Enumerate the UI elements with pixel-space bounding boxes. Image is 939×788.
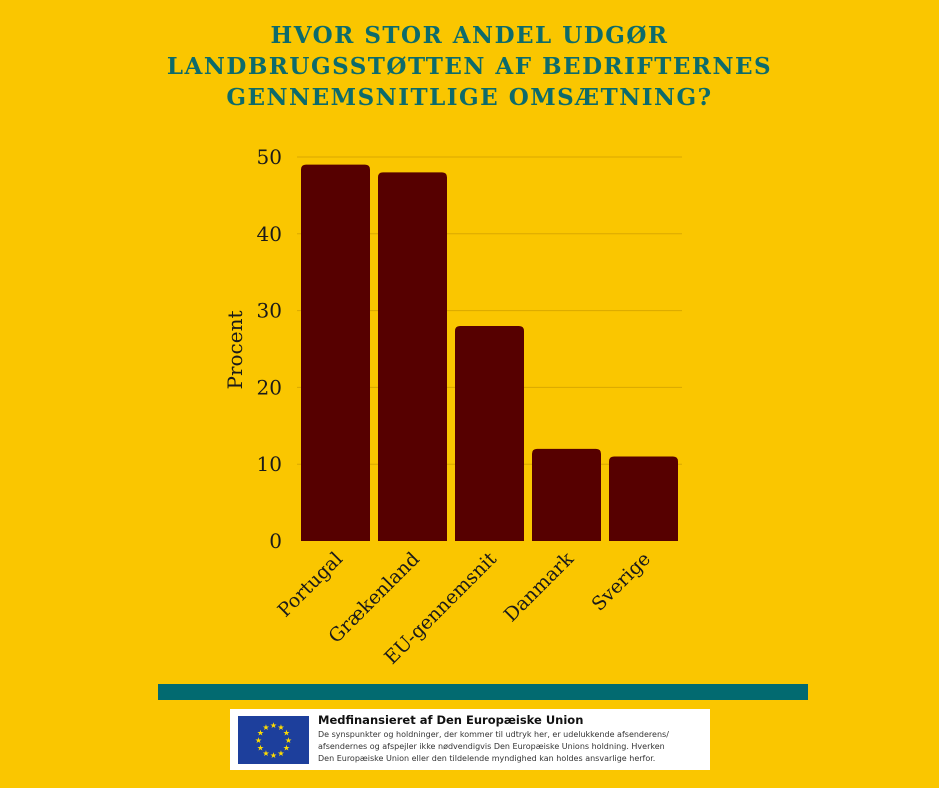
bar-sverige: [609, 456, 678, 541]
title-line: GENNEMSNITLIGE OMSÆTNING?: [226, 84, 713, 111]
y-tick-label: 10: [257, 452, 282, 476]
y-tick-label: 0: [269, 529, 282, 553]
star-icon: ★: [283, 744, 290, 753]
bar-eu-gennemsnit: [455, 325, 524, 541]
y-tick-label: 30: [257, 299, 282, 323]
eu-flag-icon: ★ ★ ★ ★ ★ ★ ★ ★ ★ ★ ★ ★: [238, 716, 309, 764]
x-tick-label: Portugal: [274, 548, 348, 622]
star-icon: ★: [257, 744, 264, 753]
star-icon: ★: [277, 749, 284, 758]
divider-bar: [158, 684, 808, 700]
star-icon: ★: [283, 729, 290, 738]
chart-title: HVOR STOR ANDEL UDGØR LANDBRUGSSTØTTEN A…: [0, 20, 939, 113]
disclaimer-line: Den Europæiske Union eller den tildelend…: [318, 754, 656, 763]
x-tick-label: Danmark: [500, 548, 579, 627]
star-icon: ★: [262, 749, 269, 758]
star-icon: ★: [255, 736, 262, 745]
star-icon: ★: [285, 736, 292, 745]
bar-grækenland: [378, 172, 447, 542]
y-tick-label: 40: [257, 222, 282, 246]
disclaimer-line: afsendernes og afspejler ikke nødvendigv…: [318, 742, 665, 751]
y-tick-label: 50: [257, 145, 282, 169]
star-icon: ★: [257, 729, 264, 738]
y-tick-label: 20: [257, 375, 282, 399]
y-axis-label: Procent: [223, 310, 247, 389]
title-line: LANDBRUGSSTØTTEN AF BEDRIFTERNES: [166, 53, 773, 80]
bar-danmark: [532, 448, 601, 541]
star-icon: ★: [277, 723, 284, 732]
eu-heading: Medfinansieret af Den Europæiske Union: [318, 713, 584, 727]
x-tick-label: Sverige: [587, 548, 655, 616]
star-icon: ★: [270, 751, 277, 760]
title-line: HVOR STOR ANDEL UDGØR: [270, 22, 669, 49]
eu-disclaimer: De synspunkter og holdninger, der kommer…: [318, 729, 669, 765]
star-icon: ★: [262, 723, 269, 732]
star-icon: ★: [270, 721, 277, 730]
eu-cofunding-banner: ★ ★ ★ ★ ★ ★ ★ ★ ★ ★ ★ ★ Medfinansieret af Den Europ…: [230, 709, 710, 770]
disclaimer-line: De synspunkter og holdninger, der kommer…: [318, 730, 669, 739]
bar-portugal: [301, 164, 370, 541]
